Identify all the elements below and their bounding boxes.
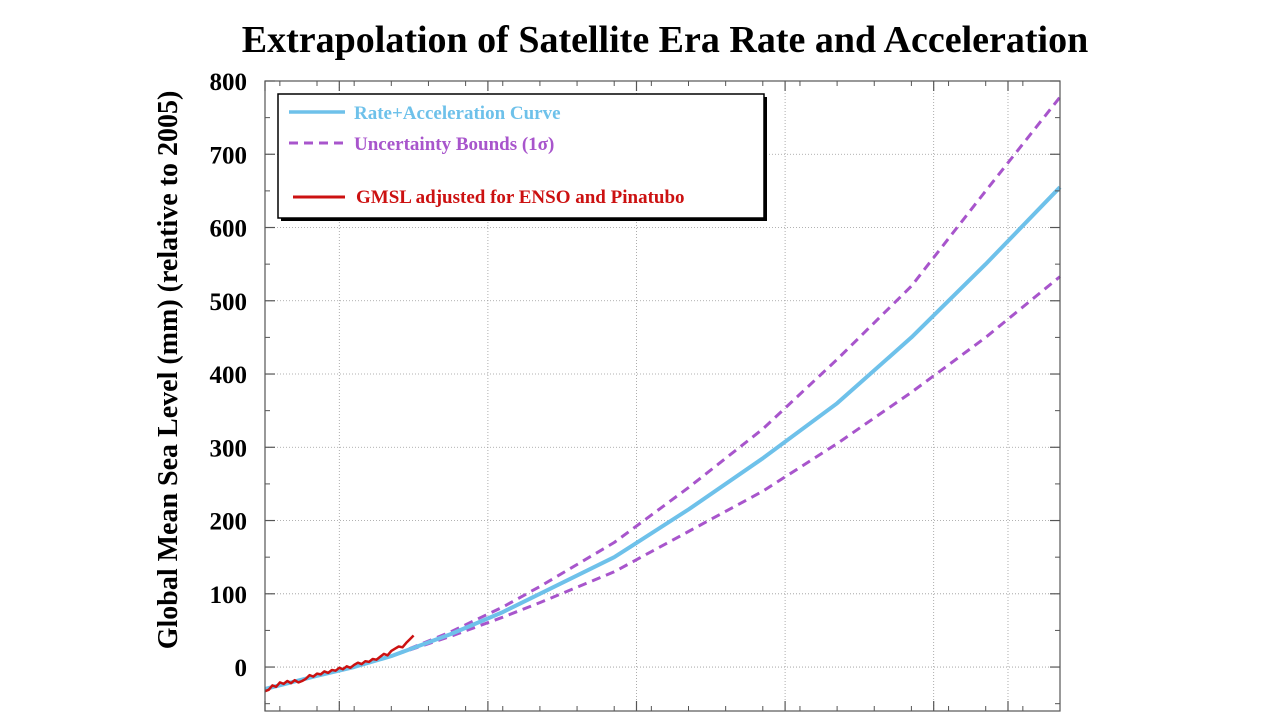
legend-label-gmsl: GMSL adjusted for ENSO and Pinatubo <box>356 187 685 208</box>
y-tick-label: 700 <box>210 142 248 169</box>
y-tick-label: 200 <box>210 509 248 536</box>
y-tick-labels: 0 100 200 300 400 500 600 700 800 <box>210 69 248 682</box>
axis-ticks <box>264 80 1060 711</box>
y-tick-label: 600 <box>210 216 248 243</box>
y-axis-label: Global Mean Sea Level (mm) (relative to … <box>153 91 184 650</box>
y-tick-label: 400 <box>210 362 248 389</box>
legend-box <box>277 93 765 219</box>
legend: Rate+Acceleration Curve Uncertainty Boun… <box>277 93 767 221</box>
y-tick-label: 800 <box>210 69 248 96</box>
y-tick-label: 300 <box>210 435 248 462</box>
y-tick-label: 100 <box>210 582 248 609</box>
series-rate-curve <box>264 185 1062 691</box>
y-tick-label: 500 <box>210 289 248 316</box>
legend-label-rate-curve: Rate+Acceleration Curve <box>354 103 561 124</box>
plot-frame <box>264 80 1061 712</box>
chart-title: Extrapolation of Satellite Era Rate and … <box>242 19 1088 61</box>
series-layer <box>264 96 1062 693</box>
legend-label-uncertainty: Uncertainty Bounds (1σ) <box>354 134 554 155</box>
series-gmsl <box>264 634 415 693</box>
y-tick-label: 0 <box>235 655 248 682</box>
